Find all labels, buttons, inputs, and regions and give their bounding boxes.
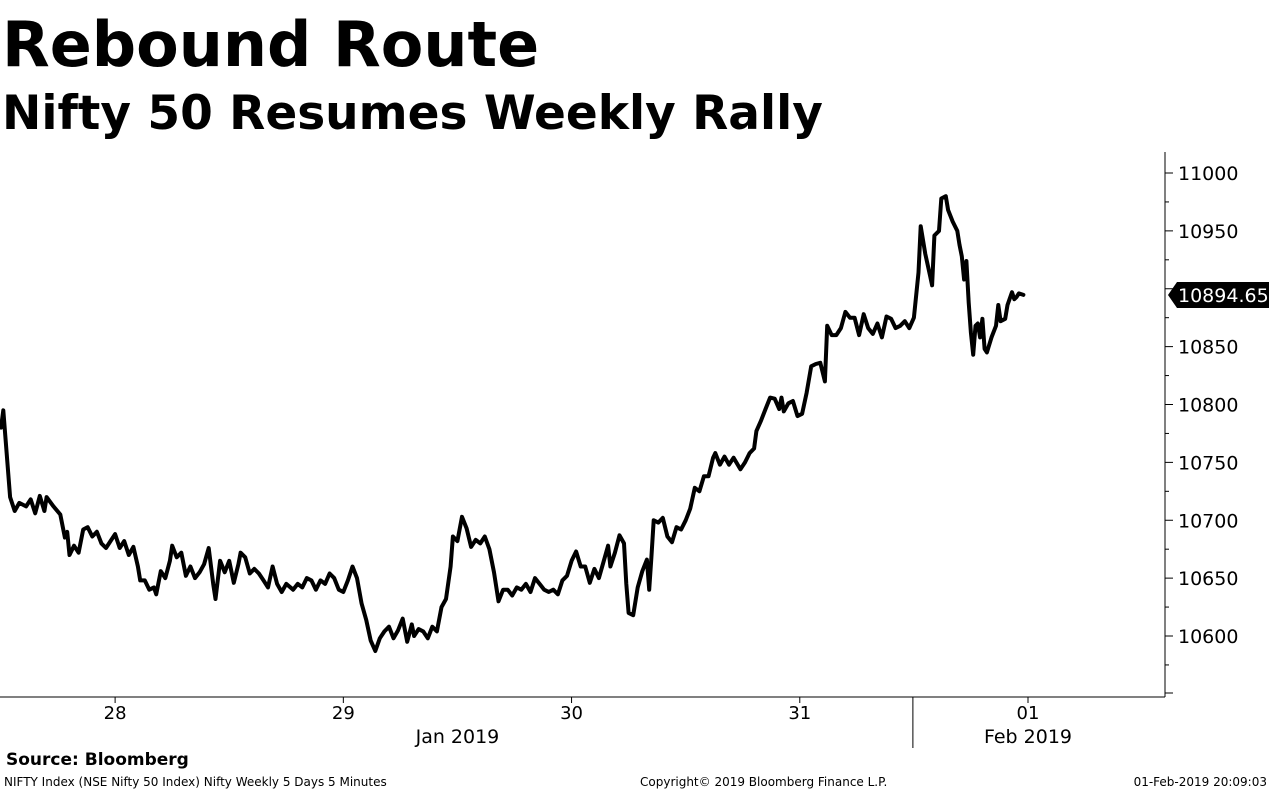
x-day-label: 29 [332,703,355,724]
chart-axes [0,152,1166,748]
x-month-label: Feb 2019 [984,726,1072,748]
y-tick-label: 10700 [1178,510,1238,532]
y-tick-label: 10800 [1178,395,1238,417]
y-tick-label: 10600 [1178,626,1238,648]
last-value-marker [1168,281,1269,308]
source-note: Source: Bloomberg [6,750,189,770]
chart-subtitle: Nifty 50 Resumes Weekly Rally [2,86,823,141]
y-tick-label: 10950 [1178,221,1238,243]
timestamp: 01-Feb-2019 20:09:03 [1133,775,1267,789]
index-description: NIFTY Index (NSE Nifty 50 Index) Nifty W… [4,775,387,789]
last-value-badge: 10894.65 [1168,281,1269,308]
last-value-label: 10894.65 [1178,285,1269,307]
y-axis-ticks: 10600 10650 10700 10750 10800 10850 10950 11000 [1165,163,1238,694]
y-tick-label: 10850 [1178,337,1238,359]
chart-title: Rebound Route [2,8,540,81]
y-tick-label: 10650 [1178,568,1238,590]
y-tick-label: 11000 [1178,163,1238,185]
series-line-nifty [0,194,1026,653]
x-day-label: 31 [788,703,811,724]
x-day-label: 30 [560,703,583,724]
x-axis-labels: 28 29 30 31 01 Jan 2019 Feb 2019 [104,697,1072,748]
y-tick-label: 10750 [1178,452,1238,474]
x-day-label: 01 [1017,703,1040,724]
x-day-label: 28 [104,703,127,724]
x-month-label: Jan 2019 [415,726,500,748]
copyright-note: Copyright© 2019 Bloomberg Finance L.P. [640,775,888,789]
